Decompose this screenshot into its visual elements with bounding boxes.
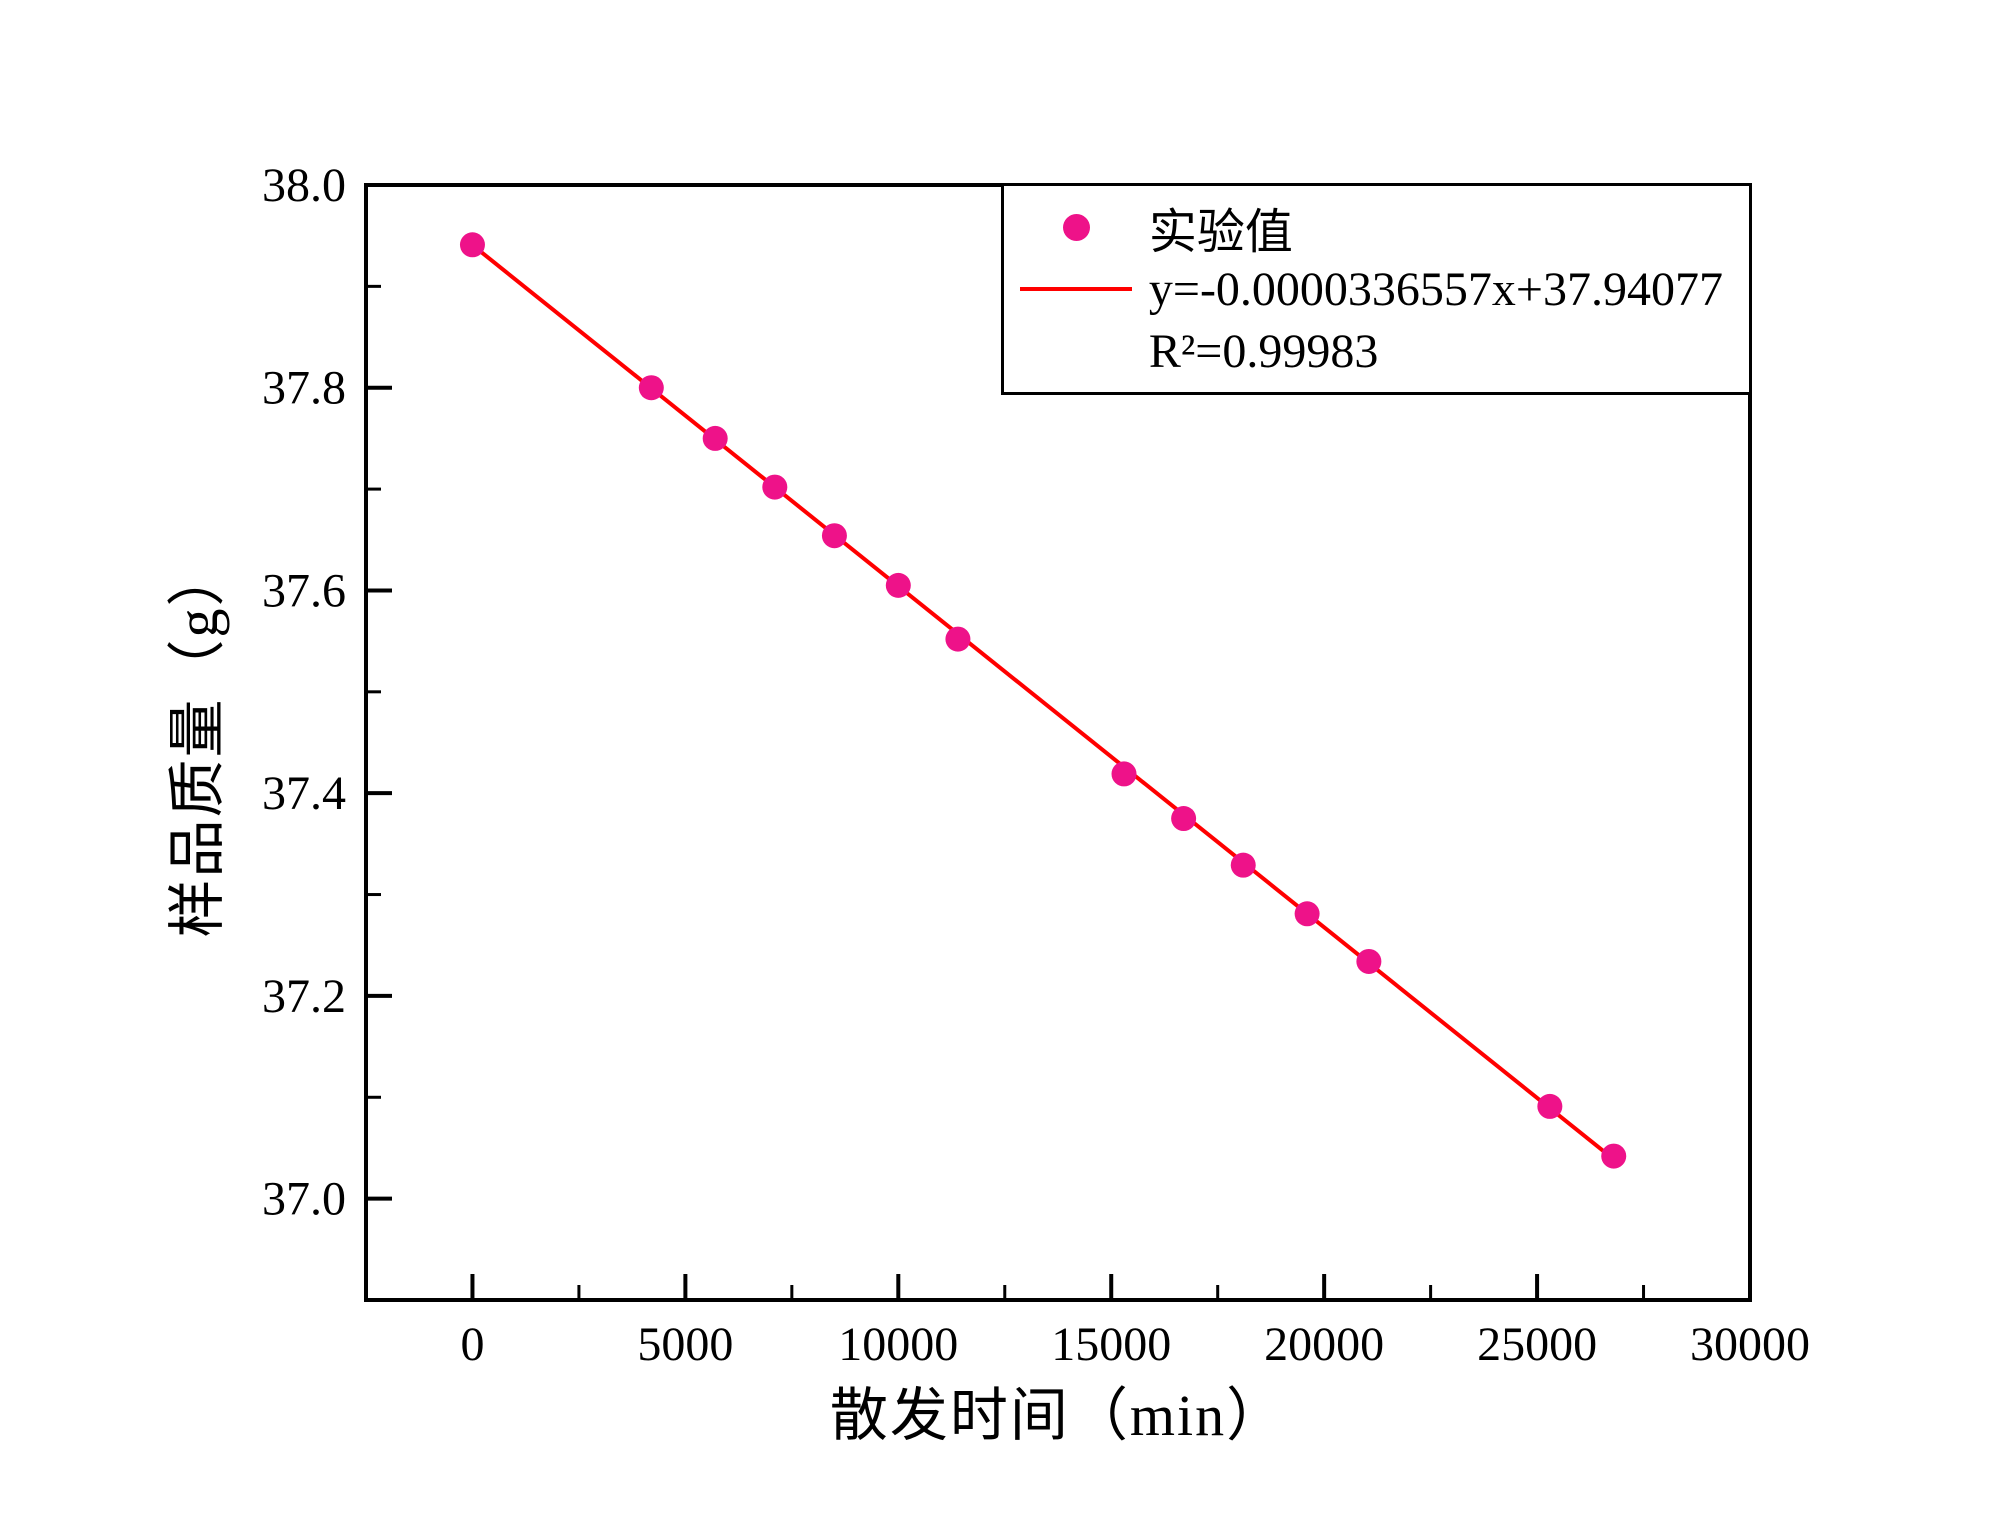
- legend-label-fit-equation: y=-0.0000336557x+37.94077: [1148, 262, 1723, 316]
- x-tick-label: 5000: [637, 1318, 733, 1371]
- fit-line: [471, 243, 1615, 1161]
- data-point: [885, 572, 911, 598]
- data-point: [1537, 1093, 1563, 1119]
- data-point: [638, 375, 664, 401]
- data-point: [702, 425, 728, 451]
- data-point: [821, 523, 847, 549]
- y-tick-label: 37.6: [262, 564, 346, 617]
- data-point: [1294, 901, 1320, 927]
- y-tick-label: 37.4: [262, 767, 346, 820]
- legend-label-r-squared: R²=0.99983: [1148, 324, 1379, 378]
- fit-line-icon: [1004, 287, 1149, 291]
- y-tick-label: 37.2: [262, 970, 346, 1023]
- data-point: [1111, 761, 1137, 787]
- x-tick-label: 30000: [1690, 1318, 1810, 1371]
- data-point: [459, 232, 485, 258]
- y-tick-label: 38.0: [262, 159, 346, 212]
- y-axis-title: 样品质量（g）: [165, 546, 230, 938]
- x-tick-label: 20000: [1264, 1318, 1384, 1371]
- data-point: [1601, 1143, 1627, 1169]
- legend: 实验值 y=-0.0000336557x+37.94077 R²=0.99983: [1000, 183, 1752, 395]
- legend-item-r-squared: R²=0.99983: [1004, 320, 1723, 382]
- x-tick-label: 0: [460, 1318, 484, 1371]
- x-tick-label: 25000: [1477, 1318, 1597, 1371]
- line-marker: [1020, 287, 1133, 291]
- x-tick-label: 15000: [1051, 1318, 1171, 1371]
- y-tick-label: 37.8: [262, 362, 346, 415]
- data-point: [945, 626, 971, 652]
- legend-item-fit-equation: y=-0.0000336557x+37.94077: [1004, 258, 1723, 320]
- point-marker: [1062, 213, 1090, 241]
- x-tick-label: 10000: [838, 1318, 958, 1371]
- data-point: [1230, 852, 1256, 878]
- data-point: [762, 474, 788, 500]
- data-point: [1171, 806, 1197, 832]
- legend-label-experimental: 实验值: [1148, 206, 1293, 259]
- scatter-point-icon: [1004, 213, 1149, 241]
- x-axis-title: 散发时间（min）: [829, 1383, 1287, 1448]
- data-point: [1356, 948, 1382, 974]
- y-tick-label: 37.0: [262, 1173, 346, 1226]
- legend-item-experimental: 实验值: [1004, 196, 1723, 259]
